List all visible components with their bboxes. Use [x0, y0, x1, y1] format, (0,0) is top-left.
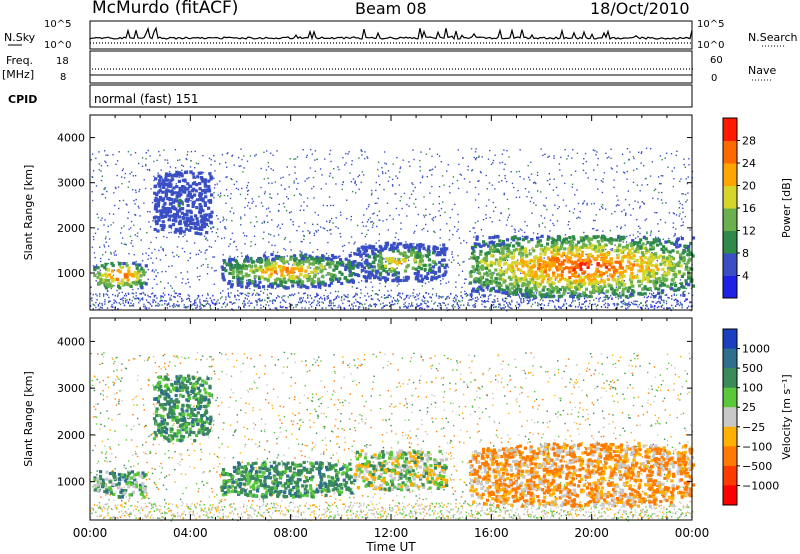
freq-tick-high: 18	[56, 56, 69, 67]
velocity-colorbar-tick-label-6: −100	[742, 440, 772, 453]
x-tick-label-7: 00:00	[675, 526, 710, 540]
freq-label: Freq.	[6, 54, 33, 67]
power-panel-ytick-label-1: 1000	[57, 267, 85, 280]
x-axis-label: Time UT	[365, 540, 416, 554]
velocity-panel-ytick-label-3: 3000	[57, 382, 85, 395]
power-colorbar-label: Power [dB]	[780, 178, 793, 238]
beam-label: Beam 08	[355, 0, 427, 18]
velocity-colorbar-tick-label-4: 25	[742, 401, 756, 414]
power-panel-echo-region-4	[353, 241, 449, 283]
power-colorbar-tick-label-3: 12	[742, 225, 756, 238]
nsky-tick-low: 10^0	[44, 40, 71, 51]
power-colorbar-tick-label-5: 20	[742, 180, 756, 193]
power-panel: 1000 2000 3000 4000 Slant Range [km]	[22, 114, 696, 312]
power-panel-echo-region-2	[152, 170, 214, 236]
power-colorbar-segment-3	[723, 230, 737, 254]
velocity-colorbar-segment-8	[723, 465, 737, 486]
velocity-colorbar-segment-6	[723, 426, 737, 447]
nsky-trace	[89, 26, 693, 41]
nsearch-tick-low: 10^0	[697, 40, 724, 51]
power-panel-echo-region-1	[93, 261, 148, 290]
nsearch-tick-high: 10^5	[697, 19, 724, 30]
cpid-panel-frame	[89, 84, 693, 108]
station-title: McMurdo (fitACF)	[92, 0, 239, 18]
velocity-panel-ytick-label-1: 1000	[57, 476, 85, 489]
x-tick-label-1: 00:00	[73, 526, 108, 540]
velocity-panel-echo-region-2	[152, 374, 214, 443]
power-colorbar-segment-1	[723, 275, 737, 299]
velocity-colorbar-tick-label-3: 100	[742, 382, 763, 395]
x-tick-label-6: 20:00	[574, 526, 609, 540]
power-colorbar-segment-5	[723, 185, 737, 209]
velocity-colorbar-tick-label-1: 1000	[742, 343, 770, 356]
nave-tick-high: 60	[710, 55, 723, 66]
power-panel-ytick-label-3: 3000	[57, 177, 85, 190]
velocity-colorbar-tick-label-5: −25	[742, 421, 765, 434]
velocity-colorbar-segment-9	[723, 485, 737, 506]
velocity-colorbar-segment-7	[723, 446, 737, 467]
power-panel-ytick-label-4: 4000	[57, 132, 85, 145]
velocity-panel-ytick-label-2: 2000	[57, 429, 85, 442]
nsearch-label: N.Search	[748, 31, 798, 44]
cpid-label: CPID	[8, 93, 37, 106]
velocity-panel-echo-region-1	[93, 470, 148, 499]
velocity-panel-echo-region-5	[468, 441, 696, 509]
power-colorbar-segment-2	[723, 253, 737, 276]
power-colorbar-segment-7	[723, 140, 737, 164]
velocity-colorbar-tick-label-7: −500	[742, 460, 772, 473]
freq-panel-frame	[89, 50, 693, 84]
velocity-panel-echo-region-3	[220, 460, 357, 499]
velocity-panel: 1000 2000 3000 4000 Slant Range [km]	[22, 317, 696, 522]
velocity-colorbar-segment-5	[723, 407, 737, 428]
power-colorbar-tick-label-7: 28	[742, 135, 756, 148]
x-tick-label-5: 16:00	[474, 526, 509, 540]
power-colorbar-tick-label-6: 24	[742, 157, 756, 170]
velocity-colorbar-label: Velocity [m s⁻¹]	[780, 374, 793, 459]
velocity-colorbar-segment-1	[723, 329, 737, 350]
power-colorbar-segment-4	[723, 208, 737, 231]
date-label: 18/Oct/2010	[590, 0, 690, 18]
nave-tick-low: 0	[711, 73, 717, 84]
velocity-colorbar-segment-4	[723, 387, 737, 408]
power-panel-echo-region-3	[220, 252, 357, 290]
x-tick-label-4: 12:00	[374, 526, 409, 540]
velocity-colorbar: 1000 500 100 25 −25 −100 −500 −1000 Velocity [m …	[722, 328, 793, 506]
velocity-colorbar-frame	[722, 328, 738, 506]
nsky-label: N.Sky	[4, 31, 36, 44]
velocity-panel-ytick-label-4: 4000	[57, 335, 85, 348]
power-colorbar-tick-label-1: 4	[742, 270, 749, 283]
power-panel-ytick-label-2: 2000	[57, 222, 85, 235]
freq-tick-low: 8	[60, 72, 66, 83]
power-panel-echo-region-5	[468, 234, 696, 299]
velocity-colorbar-segment-2	[723, 348, 737, 369]
x-tick-label-2: 04:00	[173, 526, 208, 540]
power-panel-ylabel: Slant Range [km]	[22, 165, 35, 261]
power-colorbar-tick-label-4: 16	[742, 202, 756, 215]
power-colorbar-segment-8	[723, 118, 737, 141]
velocity-colorbar-tick-label-2: 500	[742, 362, 763, 375]
nsky-panel-frame	[89, 20, 693, 50]
velocity-panel-echo-region-4	[353, 449, 449, 492]
power-colorbar-tick-label-2: 8	[742, 247, 749, 260]
power-colorbar: 4 8 12 16 20 24 28 Power [dB]	[722, 117, 793, 299]
velocity-colorbar-tick-label-8: −1000	[742, 479, 779, 492]
power-colorbar-segment-6	[723, 163, 737, 186]
x-tick-label-3: 08:00	[273, 526, 308, 540]
freq-unit-label: [MHz]	[2, 68, 34, 81]
cpid-value: normal (fast) 151	[94, 92, 198, 106]
velocity-panel-ylabel: Slant Range [km]	[22, 371, 35, 467]
nave-label: Nave	[748, 64, 776, 77]
velocity-colorbar-segment-3	[723, 368, 737, 389]
nsky-tick-high: 10^5	[44, 19, 71, 30]
